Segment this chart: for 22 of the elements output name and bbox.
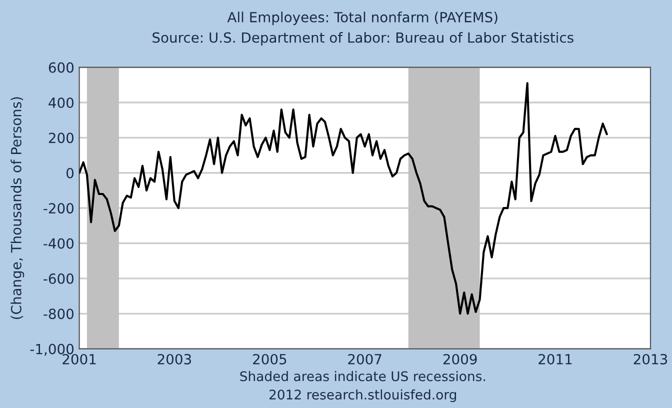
x-tick-label: 2013 (634, 354, 668, 364)
text: Shaded areas indicate US recessions. (240, 371, 485, 382)
chart-title: All Employees: Total nonfarm (PAYEMS) (227, 12, 498, 26)
y-tick-label: -400 (44, 238, 74, 249)
x-tick-label: 2005 (253, 354, 286, 364)
y-tick-label: 200 (48, 132, 74, 144)
y-tick-label: -800 (44, 308, 74, 320)
x-tick-label: 2001 (62, 354, 96, 364)
line-series (79, 82, 608, 315)
x-tick-label: 2009 (443, 354, 477, 364)
y-tick-label: -600 (44, 273, 74, 284)
y-axis-title: (Change, Thousands of Persons) (10, 97, 24, 319)
y-tick-label: 0 (66, 168, 74, 178)
x-tick-label: 2003 (158, 354, 191, 364)
text: 2012 research.stlouisfed.org (270, 389, 456, 402)
x-tick-label: 2007 (348, 354, 382, 364)
chart-subtitle: Source: U.S. Department of Labor: Bureau of Labor Statistics (152, 32, 574, 46)
y-tick-label: 600 (48, 62, 74, 73)
y-tick-label: 400 (48, 97, 74, 108)
y-tick-label: -200 (44, 203, 74, 214)
y-tick-label: -1,000 (30, 344, 74, 356)
x-tick-label: 2011 (538, 354, 572, 364)
